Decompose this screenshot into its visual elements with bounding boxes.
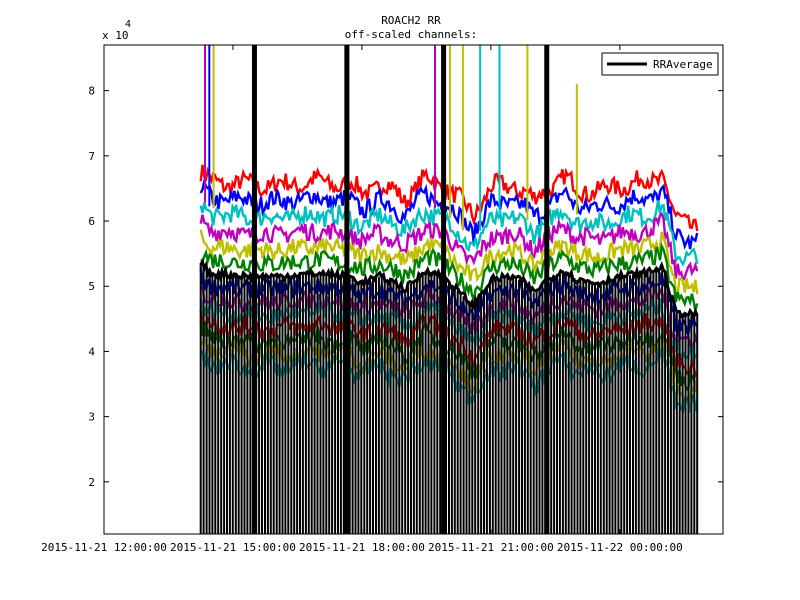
- channel-trace-1: [199, 176, 699, 251]
- channel-trace-3: [199, 212, 699, 285]
- x-tick-label: 2015-11-21 12:00:00: [41, 541, 167, 554]
- channel-trace-2: [199, 200, 699, 267]
- x-tick-label: 2015-11-22 00:00:00: [557, 541, 683, 554]
- y-tick-label: 4: [88, 345, 95, 358]
- rraverage-line: [199, 258, 699, 322]
- channel-trace-4: [199, 229, 699, 297]
- plot-data: [199, 45, 699, 534]
- y-tick-label: 8: [88, 85, 95, 98]
- channel-trace-5: [200, 241, 699, 311]
- y-tick-label: 7: [88, 150, 95, 163]
- channel-trace-0: [199, 164, 699, 232]
- x-tick-label: 2015-11-21 21:00:00: [428, 541, 554, 554]
- plot-frame: [103, 44, 724, 535]
- y-tick-label: 5: [88, 280, 95, 293]
- y-tick-label: 6: [88, 215, 95, 228]
- legend-box: [601, 52, 719, 76]
- y-multiplier-exponent: 4: [125, 19, 131, 30]
- x-tick-label: 2015-11-21 15:00:00: [170, 541, 296, 554]
- axes: 2 3 4 5 6 7 8 2015-11-21 12:00:00 2015-11-21 15:…: [41, 44, 724, 554]
- chart-title: ROACH2 RR: [381, 14, 441, 27]
- legend: RRAverage: [601, 52, 719, 76]
- y-multiplier-label: x 10: [102, 29, 129, 42]
- y-tick-label: 2: [88, 476, 95, 489]
- legend-entry-rraverage: RRAverage: [653, 58, 713, 71]
- y-tick-label: 3: [88, 411, 95, 424]
- x-tick-label: 2015-11-21 18:00:00: [299, 541, 425, 554]
- chart-subtitle: off-scaled channels:: [345, 28, 477, 41]
